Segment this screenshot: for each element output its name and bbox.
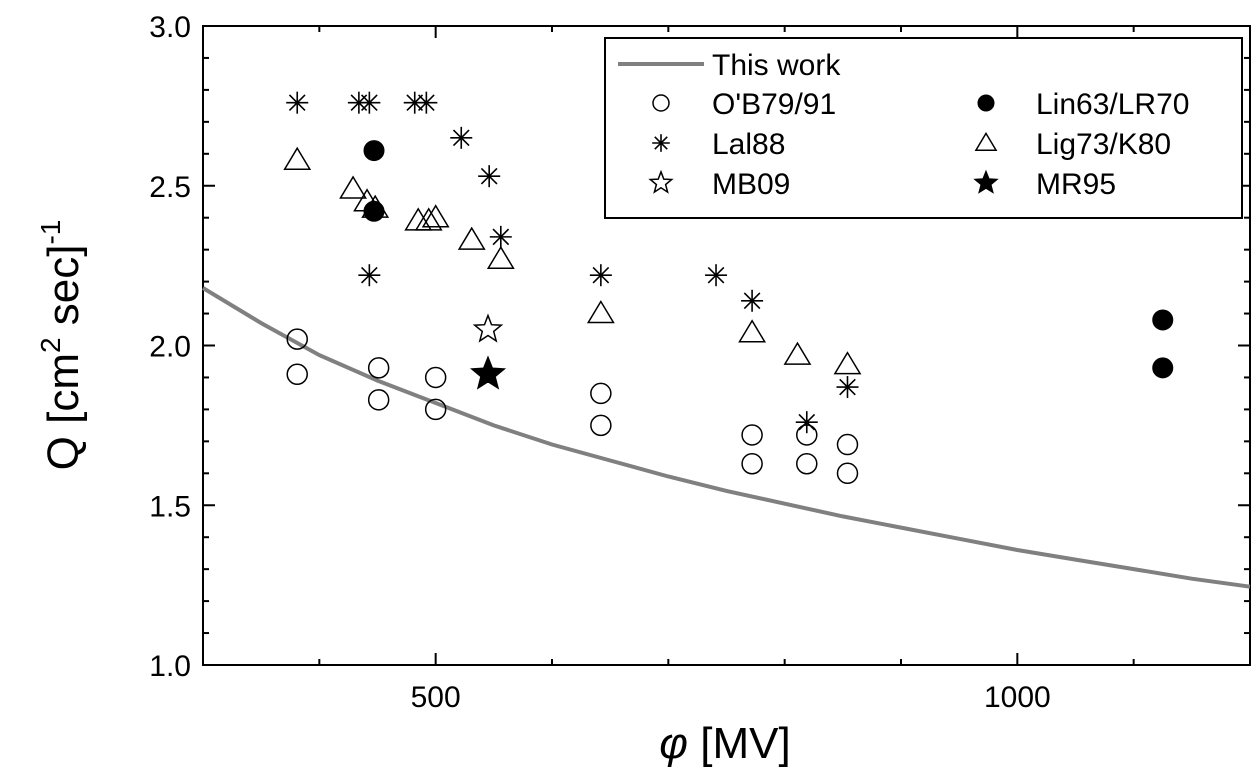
point-lig73-k80 [738, 319, 767, 343]
legend-label-this-work: This work [712, 49, 841, 82]
legend-marker-mr95 [973, 169, 999, 194]
asterisk-stroke [707, 266, 725, 284]
y-axis-sup1: 2 [35, 337, 66, 353]
asterisk-stroke [288, 94, 306, 112]
asterisk-stroke [406, 94, 424, 112]
point-lig73-k80 [586, 300, 615, 324]
point-lal88 [836, 376, 859, 399]
x-axis-unit: [MV] [688, 719, 791, 768]
x-tick-label: 500 [411, 681, 461, 714]
point-o-b79-91 [286, 328, 308, 350]
point-lig73-k80 [339, 175, 367, 199]
legend-label-lig73-k80: Lig73/K80 [1036, 128, 1171, 161]
point-lig73-k80 [283, 146, 312, 170]
point-o-b79-91 [836, 462, 859, 485]
point-o-b79-91 [741, 424, 763, 446]
y-tick-label: 1.5 [149, 490, 191, 523]
asterisk-stroke [798, 413, 816, 431]
y-tick-label: 1.0 [149, 650, 191, 683]
curve-layer [201, 286, 1251, 589]
point-lal88 [358, 91, 381, 114]
legend: This work O'B79/91 Lal88 MB09 Lin63/LR70 Lig7… [604, 37, 1243, 219]
x-axis-title: φ [MV] [659, 719, 790, 768]
legend-box [604, 37, 1243, 219]
point-lig73-k80 [457, 226, 486, 250]
legend-marker-lig73-k80 [974, 131, 998, 151]
legend-marker-lal88 [652, 134, 670, 152]
point-lig73-k80 [486, 245, 515, 269]
point-o-b79-91 [367, 389, 390, 411]
y-tick-label: 3.0 [149, 11, 191, 44]
asterisk-stroke [361, 94, 378, 112]
asterisk-stroke [418, 94, 435, 112]
legend-marker-mb09 [648, 169, 674, 194]
legend-label-lal88: Lal88 [712, 128, 785, 161]
point-lal88 [415, 91, 438, 114]
point-lal88 [358, 264, 381, 287]
point-lal88 [741, 289, 764, 312]
point-mr95 [470, 355, 507, 390]
point-o-b79-91 [424, 398, 447, 421]
point-lig73-k80 [414, 207, 443, 231]
x-tick-label: 1000 [984, 681, 1051, 714]
point-lin63-lr70 [1152, 357, 1174, 379]
y-axis-text: Q [cm [39, 353, 88, 470]
legend-label-o-b79-91: O'B79/91 [712, 88, 836, 121]
point-o-b79-91 [741, 452, 763, 475]
point-lin63-lr70 [363, 140, 385, 162]
axes-layer: 1.0 1.5 2.0 2.5 3.0 500 1000 [149, 11, 1251, 714]
point-mb09 [472, 313, 504, 343]
asterisk-stroke [452, 129, 470, 147]
y-axis-title: Q [cm2 sec]-1 [35, 220, 88, 471]
asterisk-stroke [592, 266, 610, 284]
asterisk-stroke [654, 136, 668, 150]
point-lin63-lr70 [1152, 309, 1174, 331]
marker-layer [283, 91, 1174, 485]
point-o-b79-91 [796, 452, 818, 475]
point-lal88 [589, 264, 612, 287]
legend-label-mr95: MR95 [1036, 168, 1116, 201]
point-o-b79-91 [424, 366, 447, 389]
x-axis-symbol: φ [659, 719, 688, 768]
asterisk-stroke [492, 228, 510, 246]
axis-titles: φ [MV] Q [cm2 sec]-1 [35, 220, 791, 768]
asterisk-stroke [480, 167, 498, 185]
point-lig73-k80 [833, 351, 862, 375]
y-tick-label: 2.5 [149, 171, 191, 204]
point-lig73-k80 [361, 194, 390, 218]
point-o-b79-91 [590, 414, 612, 437]
legend-label-mb09: MB09 [712, 168, 790, 201]
point-lal88 [489, 225, 512, 248]
y-tick-label: 2.0 [149, 331, 191, 364]
asterisk-stroke [743, 292, 761, 310]
asterisk-stroke [839, 378, 856, 396]
point-lal88 [286, 91, 309, 114]
point-lal88 [478, 165, 501, 188]
curve-this-work [201, 286, 1251, 589]
point-lig73-k80 [783, 341, 812, 365]
point-lig73-k80 [421, 204, 450, 228]
y-axis-sup2: -1 [35, 220, 66, 245]
point-o-b79-91 [367, 357, 390, 379]
legend-marker-lin63-lr70 [977, 94, 995, 112]
legend-label-lin63-lr70: Lin63/LR70 [1036, 88, 1189, 121]
point-lal88 [795, 411, 818, 434]
point-o-b79-91 [590, 382, 612, 405]
point-o-b79-91 [836, 433, 859, 456]
y-axis-mid: sec] [39, 245, 88, 338]
point-lal88 [705, 264, 728, 287]
legend-marker-o-b79-91 [652, 94, 670, 112]
asterisk-stroke [361, 266, 378, 284]
point-o-b79-91 [286, 363, 308, 386]
point-lal88 [450, 126, 473, 149]
